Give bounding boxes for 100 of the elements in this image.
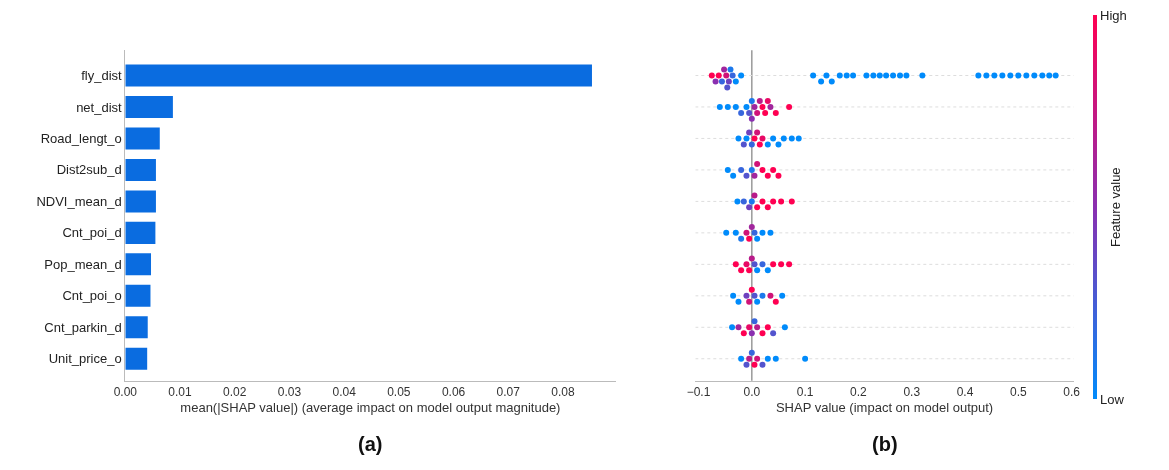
x-tick-label: 0.02 (223, 385, 247, 400)
point (716, 103, 723, 110)
point (795, 135, 802, 142)
bar (125, 190, 156, 213)
point (1007, 72, 1014, 79)
x-tick-label: 0.01 (168, 385, 193, 400)
point (754, 324, 761, 331)
point (983, 72, 990, 79)
point (723, 229, 730, 236)
point (734, 198, 741, 205)
x-axis-title: mean(|SHAP value|) (average impact on model output magnitude) (180, 399, 561, 415)
x-axis-title: SHAP value (impact on model output) (775, 399, 994, 415)
bar (125, 284, 151, 307)
y-tick-label: NDVI_mean_d (36, 193, 122, 209)
point (897, 72, 903, 79)
point (759, 292, 766, 299)
point (729, 324, 736, 331)
point (919, 72, 926, 79)
x-tick-label: 0.07 (496, 385, 521, 400)
y-tick-label: Cnt_poi_o (62, 288, 122, 304)
point (1015, 72, 1022, 79)
x-tick-label: 0.04 (332, 385, 357, 400)
point (732, 229, 739, 236)
point (991, 72, 998, 79)
point (746, 355, 753, 362)
x-tick-label: 0.4 (956, 385, 974, 400)
bar (125, 127, 160, 150)
point (735, 135, 742, 142)
x-tick-label: 0.2 (850, 385, 868, 400)
y-tick-label: Cnt_parkin_d (44, 319, 122, 335)
point (883, 72, 890, 79)
point (724, 166, 731, 173)
point (999, 72, 1006, 79)
point (975, 72, 982, 79)
point (788, 135, 795, 142)
bar (125, 95, 173, 118)
point (751, 292, 758, 299)
bar (125, 221, 156, 244)
point (1046, 72, 1053, 79)
x-tick-label: 0.6 (1063, 385, 1081, 400)
point (748, 198, 755, 205)
bar (125, 253, 152, 276)
point (770, 135, 777, 142)
point (843, 72, 850, 79)
point (751, 103, 758, 110)
point (730, 292, 737, 299)
point (743, 292, 750, 299)
point (770, 166, 777, 173)
x-tick-label: 0.5 (1010, 385, 1027, 400)
point (778, 198, 785, 205)
y-tick-label: Dist2sub_d (56, 162, 122, 178)
point (724, 103, 731, 110)
y-tick-label: net_dist (76, 99, 123, 115)
bar (125, 64, 592, 87)
point (759, 166, 766, 173)
point (735, 324, 742, 331)
point (1039, 72, 1046, 79)
x-tick-label: 0.03 (277, 385, 302, 400)
point (779, 292, 786, 299)
point (890, 72, 897, 79)
bar (125, 316, 148, 339)
point (751, 261, 758, 268)
x-tick-label: 0.05 (387, 385, 411, 400)
point (780, 135, 787, 142)
point (759, 135, 766, 142)
y-tick-label: Cnt_poi_d (62, 225, 122, 241)
point (770, 261, 777, 268)
y-tick-label: fly_dist (81, 68, 123, 84)
x-tick-label: 0.00 (113, 385, 138, 400)
point (1031, 72, 1038, 79)
color-bar-label: Low (1100, 391, 1125, 407)
point (810, 72, 817, 79)
y-tick-label: Pop_mean_d (44, 256, 122, 272)
point (1023, 72, 1030, 79)
bar (125, 158, 156, 181)
x-tick-label: 0.0 (743, 385, 761, 400)
x-tick-label: 0.08 (551, 385, 575, 400)
y-tick-label: Road_lengt_o (40, 131, 122, 146)
point (746, 324, 753, 331)
point (836, 72, 843, 79)
x-tick-label: 0.1 (796, 385, 814, 400)
x-tick-label: 0.3 (903, 385, 921, 400)
point (903, 72, 910, 79)
bar (125, 347, 148, 370)
point (767, 103, 774, 110)
point (823, 72, 830, 79)
point (1052, 72, 1059, 79)
point (876, 72, 883, 79)
y-tick-label: Unit_price_o (48, 351, 122, 367)
point (748, 166, 755, 173)
text: (a) (358, 433, 383, 455)
x-tick-label: −0.1 (686, 385, 711, 400)
point (781, 324, 788, 331)
color-bar-title: Feature value (1107, 167, 1123, 247)
x-tick-label: 0.06 (441, 385, 466, 400)
point (743, 261, 750, 268)
text: (b) (872, 433, 898, 455)
point (738, 355, 745, 362)
point (870, 72, 877, 79)
color-bar-label: High (1100, 7, 1127, 23)
